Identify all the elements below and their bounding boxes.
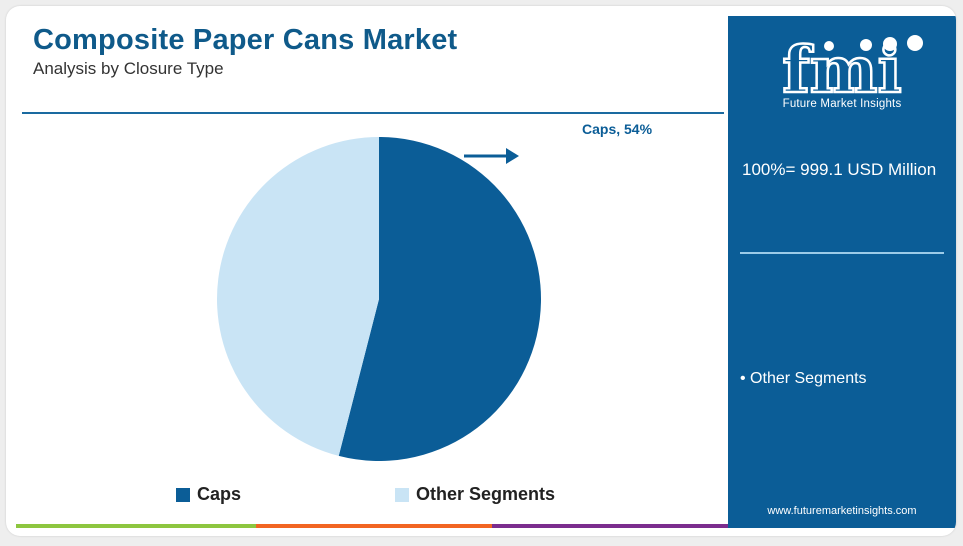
callout-arrow-icon (506, 148, 519, 164)
logo-tagline: Future Market Insights (782, 98, 902, 110)
logo-letters: fmi (782, 33, 902, 98)
legend-label-caps: Caps (197, 484, 242, 504)
legend-label-other-segments: Other Segments (416, 484, 556, 504)
bottom-bar-orange (256, 524, 492, 528)
fmi-logo-icon: fmi (781, 32, 923, 109)
logo-dot-4 (907, 35, 923, 51)
legend-item-other-segments: Other Segments (395, 484, 555, 505)
website-link[interactable]: www.futuremarketinsights.com (767, 505, 917, 517)
bottom-bar-green (16, 524, 256, 528)
page-title: Composite Paper Cans Market (33, 24, 458, 56)
logo-dot-2 (860, 39, 872, 51)
legend-swatch-caps (176, 487, 190, 502)
logo-dot-3 (883, 37, 897, 51)
page-subtitle: Analysis by Closure Type (33, 59, 224, 78)
sidebar-item-other-segments: • Other Segments (740, 370, 867, 387)
legend-item-caps: Caps (176, 484, 241, 505)
bottom-bar-purple (492, 524, 728, 528)
info-sidebar: fmi Future Market Insights 100%= 999.1 U… (728, 16, 956, 528)
pie-slice-caps (338, 137, 541, 461)
pie-callout-caps: Caps, 54% (582, 121, 653, 137)
legend-swatch-other-segments (395, 487, 409, 502)
title-divider (22, 112, 724, 114)
chart-card: Composite Paper Cans Market Analysis by … (6, 6, 956, 536)
logo-dot-1 (824, 41, 834, 51)
pie-chart (216, 137, 541, 461)
fmi-logo: fmi (728, 32, 956, 109)
market-total: 100%= 999.1 USD Million (742, 160, 937, 179)
pie-slice-other-segments (216, 137, 379, 456)
sidebar-divider (740, 252, 944, 254)
